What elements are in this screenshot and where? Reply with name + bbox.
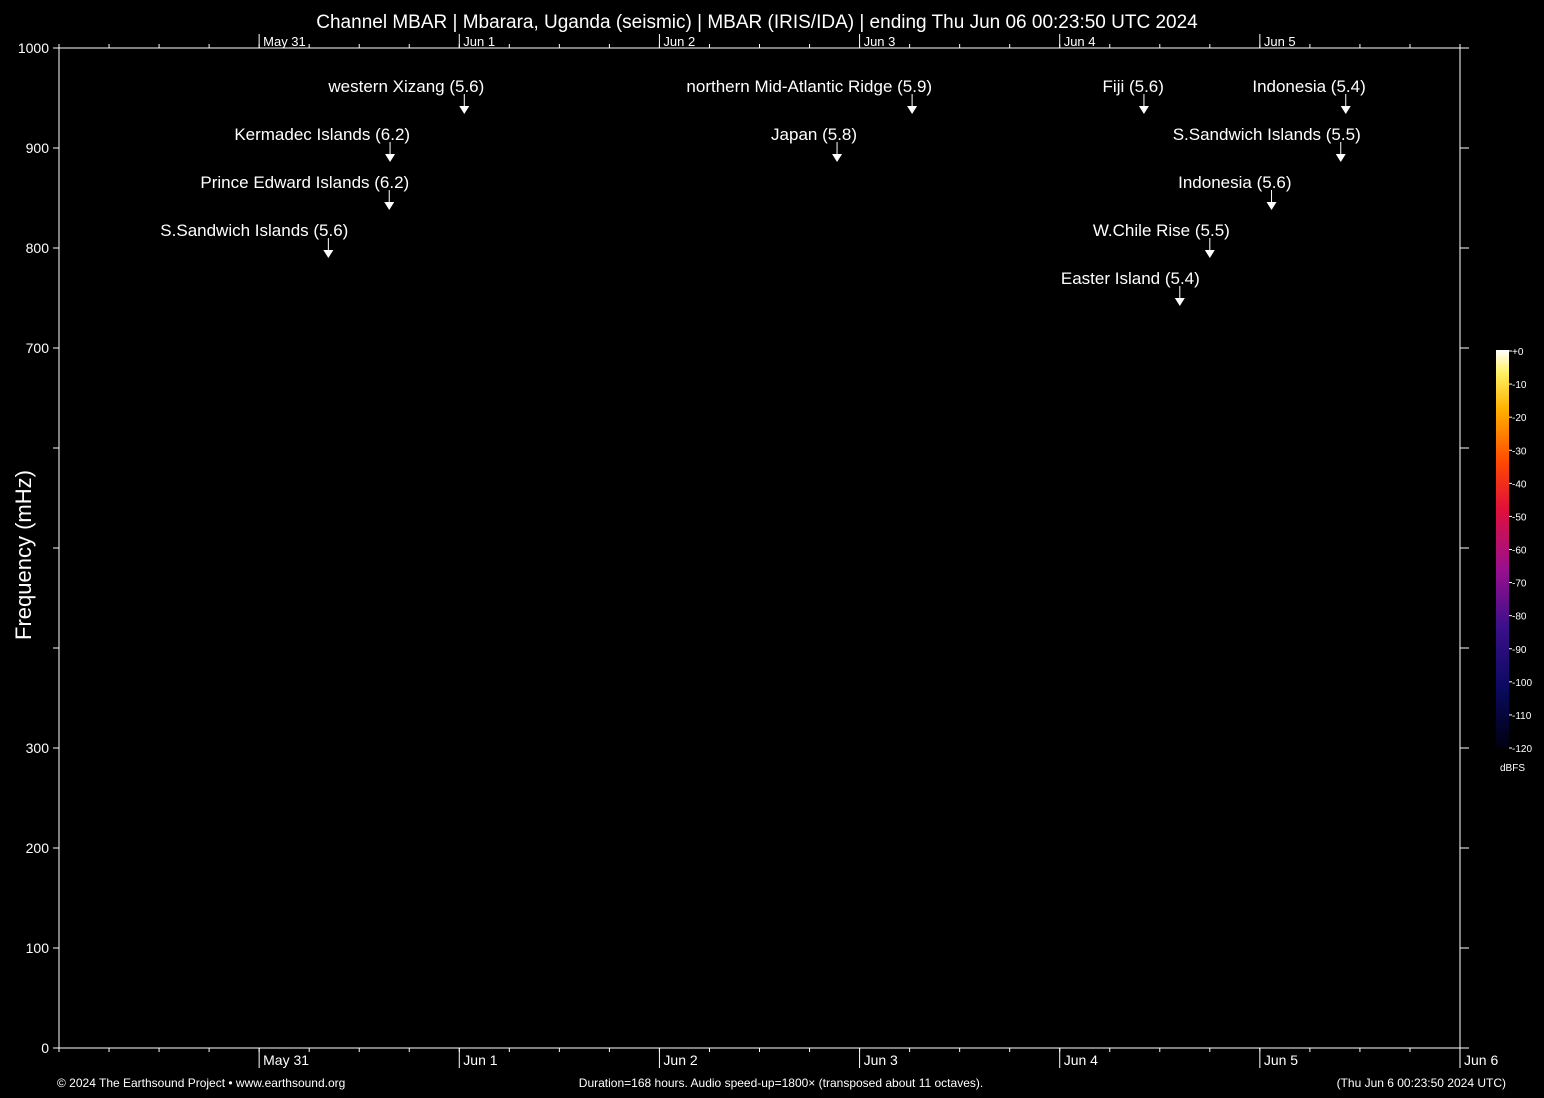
event-annotation: Indonesia (5.4) [1252, 77, 1366, 114]
axes: 0 100 200 300 700 800 900 1000 May 31 May 31 Jun 1… [18, 34, 1498, 1068]
x-date-label-bottom: Jun 3 [864, 1052, 898, 1068]
event-annotation: Kermadec Islands (6.2) [234, 125, 410, 162]
x-date-label-bottom: Jun 6 [1464, 1052, 1498, 1068]
y-tick-label: 300 [26, 740, 50, 756]
event-label: Kermadec Islands (6.2) [234, 125, 410, 144]
colorbar: +0 -10 -20 -30 -40 -50 -60 -70 -80 -90 -100 -110 -12… [1496, 347, 1532, 755]
x-date-label-bottom: Jun 1 [463, 1052, 497, 1068]
event-label: S.Sandwich Islands (5.5) [1173, 125, 1361, 144]
x-date-label-bottom: May 31 [263, 1052, 309, 1068]
event-label: northern Mid-Atlantic Ridge (5.9) [686, 77, 932, 96]
event-annotation: Easter Island (5.4) [1061, 269, 1200, 306]
event-annotation: S.Sandwich Islands (5.6) [160, 221, 348, 258]
y-tick-label: 900 [26, 140, 50, 156]
colorbar-label: -120 [1512, 744, 1532, 755]
x-date-label-bottom: Jun 4 [1064, 1052, 1098, 1068]
event-annotation: western Xizang (5.6) [327, 77, 484, 114]
event-arrow-head [1174, 298, 1185, 306]
event-arrow-head [1335, 154, 1346, 162]
colorbar-label: -70 [1512, 579, 1527, 590]
event-arrow-head [385, 154, 396, 162]
colorbar-gradient [1496, 350, 1509, 748]
x-date-label-bottom: Jun 2 [663, 1052, 697, 1068]
event-label: western Xizang (5.6) [327, 77, 484, 96]
event-label: W.Chile Rise (5.5) [1093, 221, 1230, 240]
colorbar-label: +0 [1512, 347, 1524, 358]
y-tick-label: 100 [26, 940, 50, 956]
event-label: S.Sandwich Islands (5.6) [160, 221, 348, 240]
colorbar-unit: dBFS [1500, 763, 1525, 774]
event-annotation: S.Sandwich Islands (5.5) [1173, 125, 1361, 162]
event-annotation: Fiji (5.6) [1103, 77, 1164, 114]
chart-title: Channel MBAR | Mbarara, Uganda (seismic)… [316, 12, 1198, 33]
y-tick-label: 200 [26, 840, 50, 856]
x-date-label-top: May 31 [263, 34, 306, 49]
event-annotation: Prince Edward Islands (6.2) [200, 173, 409, 210]
y-tick-label: 800 [26, 240, 50, 256]
colorbar-label: -50 [1512, 512, 1527, 523]
event-label: Fiji (5.6) [1103, 77, 1164, 96]
event-annotations: western Xizang (5.6) northern Mid-Atlanti… [160, 77, 1366, 306]
event-label: Indonesia (5.4) [1252, 77, 1365, 96]
footer-timestamp: (Thu Jun 6 00:23:50 2024 UTC) [1337, 1076, 1506, 1090]
colorbar-label: -40 [1512, 479, 1527, 490]
x-date-label-top: Jun 3 [864, 34, 896, 49]
x-date-label-top: Jun 5 [1264, 34, 1296, 49]
colorbar-label: -30 [1512, 446, 1527, 457]
event-arrow-head [1266, 202, 1277, 210]
event-arrow-head [323, 250, 334, 258]
colorbar-label: -80 [1512, 612, 1527, 623]
y-tick-label: 0 [41, 1040, 49, 1056]
event-annotation: northern Mid-Atlantic Ridge (5.9) [686, 77, 932, 114]
y-tick-label: 1000 [18, 40, 49, 56]
event-arrow-head [1340, 106, 1351, 114]
colorbar-label: -100 [1512, 678, 1532, 689]
footer-duration: Duration=168 hours. Audio speed-up=1800×… [579, 1076, 983, 1090]
event-annotation: Japan (5.8) [771, 125, 857, 162]
x-date-label-bottom: Jun 5 [1264, 1052, 1298, 1068]
x-date-label-top: Jun 1 [463, 34, 495, 49]
event-annotation: Indonesia (5.6) [1178, 173, 1292, 210]
event-label: Indonesia (5.6) [1178, 173, 1291, 192]
event-arrow-head [907, 106, 918, 114]
y-tick-label: 700 [26, 340, 50, 356]
footer-copyright: © 2024 The Earthsound Project • www.eart… [57, 1076, 345, 1090]
event-arrow-head [1138, 106, 1149, 114]
event-label: Prince Edward Islands (6.2) [200, 173, 409, 192]
event-arrow-head [459, 106, 470, 114]
colorbar-label: -20 [1512, 413, 1527, 424]
colorbar-label: -10 [1512, 380, 1527, 391]
colorbar-label: -60 [1512, 546, 1527, 557]
colorbar-label: -90 [1512, 645, 1527, 656]
event-arrow-head [1204, 250, 1215, 258]
y-axis-label: Frequency (mHz) [11, 470, 36, 640]
event-annotation: W.Chile Rise (5.5) [1093, 221, 1230, 258]
x-date-label-top: Jun 4 [1064, 34, 1096, 49]
event-label: Easter Island (5.4) [1061, 269, 1200, 288]
x-date-label-top: Jun 2 [663, 34, 695, 49]
colorbar-label: -110 [1512, 711, 1532, 722]
event-arrow-head [832, 154, 843, 162]
event-arrow-head [384, 202, 395, 210]
plot-frame [58, 47, 1461, 1049]
event-label: Japan (5.8) [771, 125, 857, 144]
